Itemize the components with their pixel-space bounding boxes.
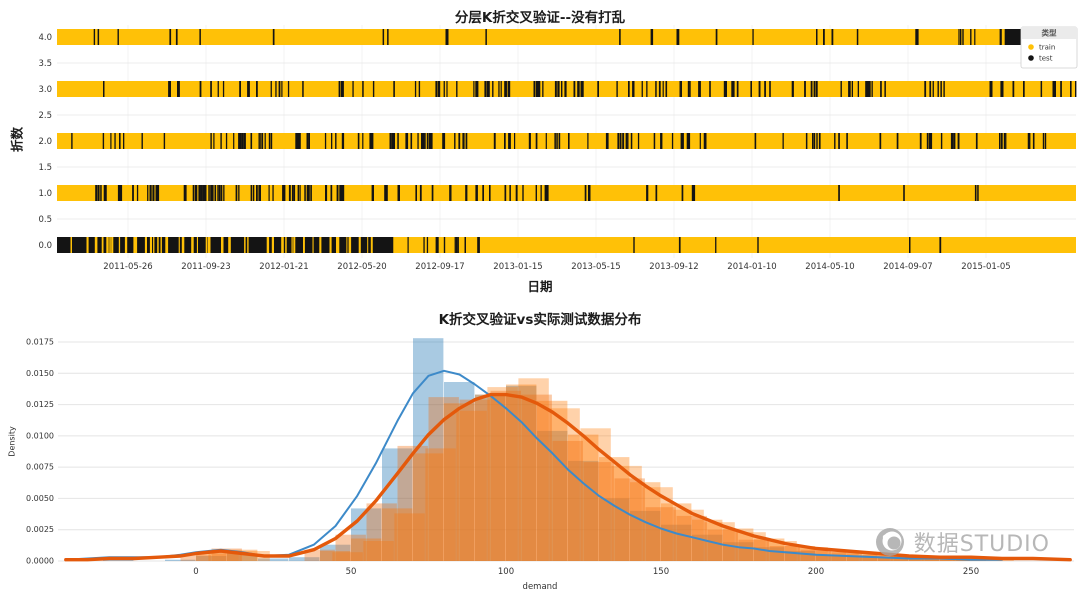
svg-text:2013-01-15: 2013-01-15 xyxy=(493,262,542,272)
chart1-ylabel: 折数 xyxy=(9,127,25,153)
svg-text:0: 0 xyxy=(193,567,198,577)
svg-text:3.0: 3.0 xyxy=(38,85,52,95)
svg-text:0.0050: 0.0050 xyxy=(26,494,54,503)
svg-text:100: 100 xyxy=(498,567,514,577)
svg-text:2012-01-21: 2012-01-21 xyxy=(259,262,308,272)
svg-text:1.5: 1.5 xyxy=(38,163,52,173)
svg-text:0.0075: 0.0075 xyxy=(26,463,54,472)
svg-text:1.0: 1.0 xyxy=(38,189,52,199)
svg-text:2012-09-17: 2012-09-17 xyxy=(415,262,464,272)
svg-text:0.0150: 0.0150 xyxy=(26,369,54,378)
svg-text:0.0100: 0.0100 xyxy=(26,431,54,440)
svg-text:0.0: 0.0 xyxy=(38,241,52,251)
chart2-xlabel: demand xyxy=(522,582,558,592)
kde-curves xyxy=(64,369,1072,562)
svg-text:250: 250 xyxy=(963,567,979,577)
svg-text:2.0: 2.0 xyxy=(38,137,52,147)
svg-text:类型: 类型 xyxy=(1042,28,1058,38)
svg-text:50: 50 xyxy=(346,567,357,577)
svg-text:2.5: 2.5 xyxy=(38,111,52,121)
svg-text:2014-05-10: 2014-05-10 xyxy=(805,262,854,272)
watermark: 数据STUDIO xyxy=(875,526,1050,558)
distribution-chart: 0 50 100 150 200 250 0.0000 0.0025 0.0050 0.0075 0… xyxy=(26,338,1074,578)
svg-text:2011-09-23: 2011-09-23 xyxy=(181,262,230,272)
svg-text:4.0: 4.0 xyxy=(38,33,52,43)
kfold-timeline-chart: 0.0 0.5 1.0 1.5 2.0 2.5 3.0 3.5 4.0 2011-05-26 201… xyxy=(38,25,1078,272)
svg-text:2015-01-05: 2015-01-05 xyxy=(961,262,1010,272)
svg-text:0.0125: 0.0125 xyxy=(26,400,54,409)
svg-text:2013-05-15: 2013-05-15 xyxy=(571,262,620,272)
watermark-text: 数据STUDIO xyxy=(913,532,1050,557)
svg-text:train: train xyxy=(1039,44,1055,52)
svg-text:2014-09-07: 2014-09-07 xyxy=(883,262,932,272)
svg-text:200: 200 xyxy=(808,567,824,577)
svg-text:0.0175: 0.0175 xyxy=(26,338,54,347)
axis-tick-labels: 0.0 0.5 1.0 1.5 2.0 2.5 3.0 3.5 4.0 2011-05-26 201… xyxy=(38,33,1010,272)
svg-text:test: test xyxy=(1039,55,1053,63)
axis-tick-labels: 0 50 100 150 200 250 0.0000 0.0025 0.0050 0.0075 0… xyxy=(26,338,979,578)
svg-text:2014-01-10: 2014-01-10 xyxy=(727,262,776,272)
svg-text:0.5: 0.5 xyxy=(38,215,52,225)
svg-text:2013-09-12: 2013-09-12 xyxy=(649,262,698,272)
svg-text:2011-05-26: 2011-05-26 xyxy=(103,262,152,272)
gridlines xyxy=(58,341,1074,562)
legend: 类型 train test xyxy=(1020,26,1078,69)
svg-text:0.0000: 0.0000 xyxy=(26,557,54,566)
svg-text:0.0025: 0.0025 xyxy=(26,525,54,534)
chart2-ylabel: Density xyxy=(7,426,17,457)
histogram-bars xyxy=(103,338,1014,561)
svg-text:3.5: 3.5 xyxy=(38,59,52,69)
svg-text:2012-05-20: 2012-05-20 xyxy=(337,262,386,272)
fold-bars xyxy=(57,29,1077,253)
chart2-title: K折交叉验证vs实际测试数据分布 xyxy=(438,312,642,328)
svg-text:150: 150 xyxy=(653,567,669,577)
chart1-title: 分层K折交叉验证--没有打乱 xyxy=(454,10,626,26)
chart1-xlabel: 日期 xyxy=(527,279,553,294)
watermark-logo xyxy=(875,528,904,556)
